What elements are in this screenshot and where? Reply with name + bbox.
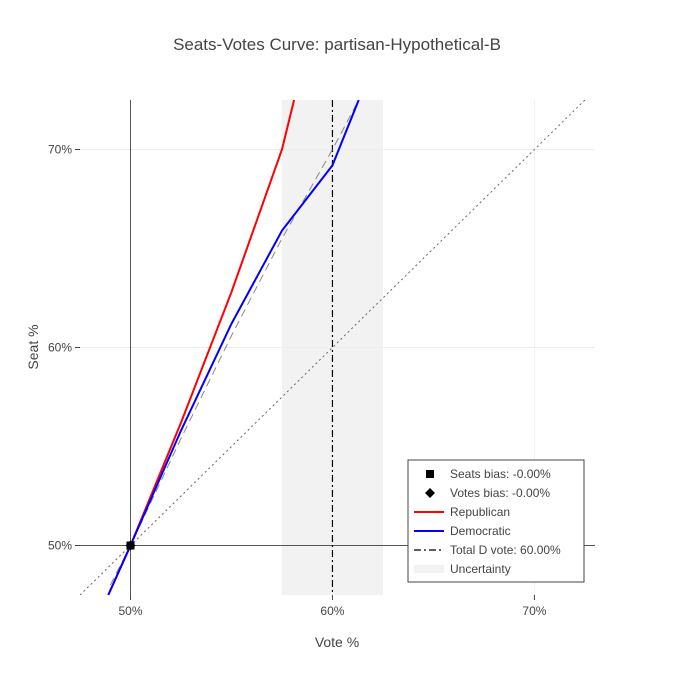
chart-title: Seats-Votes Curve: partisan-Hypothetical…	[173, 35, 501, 54]
y-tick-label-0: 50%	[48, 539, 72, 553]
legend-box	[407, 459, 585, 583]
legend-swatch-seats-bias	[426, 470, 434, 478]
x-tick-label-2: 70%	[522, 604, 546, 618]
x-tick-label-0: 50%	[118, 604, 142, 618]
legend-label-uncertainty: Uncertainty	[450, 562, 511, 576]
legend-label-republican: Republican	[450, 505, 510, 519]
votes-bias-marker	[125, 540, 136, 551]
legend: Seats bias: -0.00% Votes bias: -0.00% Repu…	[407, 459, 585, 583]
y-axis-title: Seat %	[25, 324, 41, 369]
x-axis-title: Vote %	[315, 634, 359, 650]
y-tick-label-2: 70%	[48, 143, 72, 157]
legend-label-votes-bias: Votes bias: -0.00%	[450, 486, 550, 500]
legend-label-seats-bias: Seats bias: -0.00%	[450, 467, 551, 481]
legend-label-democratic: Democratic	[450, 524, 511, 538]
y-tick-label-1: 60%	[48, 341, 72, 355]
legend-swatch-votes-bias	[425, 488, 435, 498]
axes: 50% 60% 70% 50% 60% 70%	[48, 143, 547, 619]
legend-swatch-uncertainty	[414, 565, 444, 573]
x-tick-label-1: 60%	[320, 604, 344, 618]
legend-label-total-d-vote: Total D vote: 60.00%	[450, 543, 561, 557]
